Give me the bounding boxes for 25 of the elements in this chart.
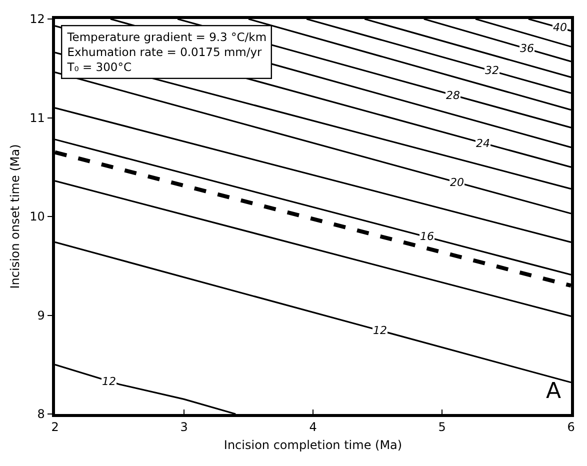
annotation: T₀ = 300°C xyxy=(66,60,132,74)
series-label: 24 xyxy=(476,137,490,150)
series-label: 28 xyxy=(446,89,460,102)
series-label: 36 xyxy=(520,42,534,55)
annotation: Exhumation rate = 0.0175 mm/yr xyxy=(67,45,262,60)
x-tick-label: 4 xyxy=(309,420,317,434)
x-tick-label: 5 xyxy=(438,420,446,434)
y-tick-label: 8 xyxy=(37,407,45,422)
series-label: 32 xyxy=(485,64,499,77)
y-tick-label: 11 xyxy=(30,110,45,125)
series-label: 12 xyxy=(102,375,116,388)
x-tick-label: 2 xyxy=(51,420,59,434)
y-tick-label: 9 xyxy=(37,308,45,322)
x-tick-label: 6 xyxy=(567,420,575,434)
annotation: Temperature gradient = 9.3 °C/km xyxy=(66,30,267,44)
y-tick-label: 12 xyxy=(30,12,45,26)
y-tick-label: 10 xyxy=(30,210,45,224)
y-axis-title: Incision onset time (Ma) xyxy=(8,144,22,289)
series-label: 16 xyxy=(420,230,434,243)
series-label: 20 xyxy=(450,176,464,189)
x-axis-title: Incision completion time (Ma) xyxy=(224,438,402,452)
series-label: 12 xyxy=(373,324,387,337)
annotation: A xyxy=(546,379,562,404)
series-label: 40 xyxy=(553,21,567,34)
x-tick-label: 3 xyxy=(180,420,188,434)
